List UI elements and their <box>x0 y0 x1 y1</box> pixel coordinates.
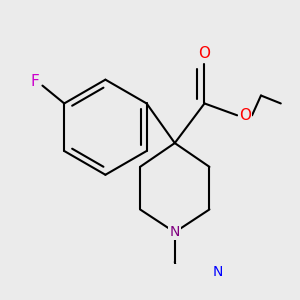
Text: N: N <box>212 265 223 279</box>
Text: O: O <box>199 46 211 62</box>
Text: N: N <box>169 225 180 239</box>
Text: O: O <box>239 108 251 123</box>
Text: F: F <box>30 74 39 89</box>
